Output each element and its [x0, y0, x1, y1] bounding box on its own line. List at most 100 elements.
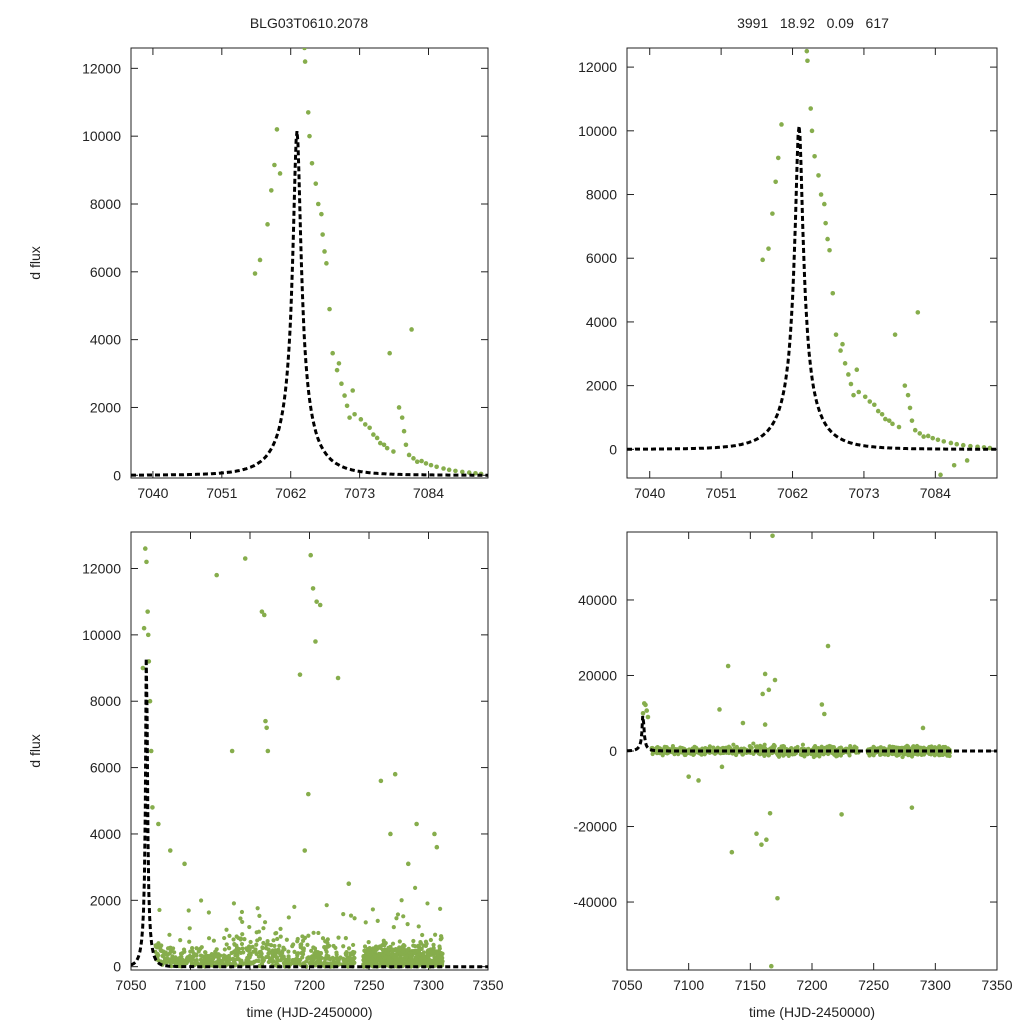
data-point — [766, 687, 772, 693]
x-tick-label: 7150 — [234, 977, 265, 993]
data-point — [307, 960, 312, 966]
data-point — [187, 926, 192, 931]
data-point — [411, 960, 416, 965]
x-tick-label: 7350 — [981, 977, 1012, 993]
data-point — [344, 403, 350, 409]
data-point — [371, 432, 376, 437]
x-axis-label: time (HJD-2450000) — [749, 1004, 875, 1020]
data-point — [308, 552, 313, 558]
data-point — [246, 959, 251, 964]
x-tick-label: 7073 — [344, 485, 375, 501]
data-point — [932, 753, 937, 758]
data-point — [345, 955, 350, 961]
data-point — [312, 946, 318, 951]
data-point — [313, 181, 319, 186]
data-point — [291, 942, 296, 947]
data-point — [247, 924, 252, 930]
y-tick-label: 12000 — [578, 59, 617, 75]
data-point — [375, 918, 380, 923]
data-point — [352, 955, 357, 961]
data-point — [343, 936, 348, 941]
data-point — [886, 418, 892, 423]
data-point — [352, 960, 357, 965]
y-tick-label: 4000 — [90, 332, 121, 348]
data-point — [319, 211, 324, 217]
data-point — [840, 341, 845, 347]
data-point — [892, 332, 898, 337]
data-point — [372, 946, 378, 951]
data-point — [248, 952, 253, 957]
data-point — [153, 943, 158, 948]
data-point — [325, 940, 330, 946]
data-point — [262, 920, 268, 925]
data-point — [250, 944, 255, 949]
data-point — [247, 947, 252, 952]
data-point — [148, 748, 154, 754]
data-point — [342, 393, 347, 398]
data-point — [374, 435, 380, 441]
data-point — [809, 128, 815, 134]
data-point — [769, 963, 774, 969]
data-point — [306, 933, 311, 938]
data-point — [729, 849, 735, 855]
data-point — [223, 956, 228, 962]
data-point — [432, 955, 437, 960]
data-point — [229, 748, 235, 754]
data-point — [394, 916, 399, 921]
data-point — [367, 425, 372, 431]
data-point — [878, 748, 883, 753]
figure-title-left: BLG03T0610.2078 — [250, 15, 369, 31]
x-tick-label: 7250 — [858, 977, 889, 993]
data-point — [239, 909, 245, 915]
data-point — [214, 572, 219, 578]
y-axis-label: d flux — [27, 734, 43, 767]
data-point — [825, 643, 831, 649]
data-point — [330, 955, 335, 960]
data-point — [157, 907, 162, 913]
data-point — [682, 752, 687, 758]
data-point — [968, 443, 973, 449]
data-point — [839, 812, 844, 817]
data-point — [314, 599, 319, 604]
data-point — [388, 831, 393, 837]
data-point — [224, 960, 229, 966]
data-point — [239, 941, 245, 947]
data-point — [296, 951, 301, 956]
data-point — [405, 861, 411, 867]
data-point — [453, 468, 458, 474]
data-point — [434, 464, 439, 470]
data-point — [412, 885, 418, 890]
data-point — [268, 188, 274, 193]
data-point — [282, 947, 287, 952]
data-point — [286, 915, 291, 920]
y-tick-label: 2000 — [90, 892, 121, 908]
data-point — [260, 945, 265, 951]
data-point — [306, 955, 311, 960]
data-point — [818, 192, 824, 197]
data-point — [198, 898, 204, 903]
data-point — [213, 954, 218, 959]
data-point — [216, 958, 221, 963]
y-tick-label: 4000 — [90, 826, 121, 842]
data-point — [431, 942, 436, 947]
data-point — [823, 220, 828, 226]
data-point — [318, 951, 324, 956]
data-point — [255, 906, 260, 911]
data-point — [764, 837, 769, 843]
data-point — [964, 458, 970, 463]
data-point — [158, 948, 163, 953]
model-curve — [627, 715, 997, 753]
data-point — [384, 445, 390, 451]
data-point — [401, 428, 407, 434]
data-point — [770, 533, 775, 539]
data-point — [305, 942, 310, 947]
data-point — [411, 456, 416, 461]
data-point — [256, 954, 261, 959]
data-point — [362, 422, 368, 427]
x-tick-label: 7100 — [175, 977, 206, 993]
data-point — [327, 306, 332, 312]
data-point — [772, 677, 778, 683]
data-point — [240, 946, 245, 951]
data-point — [372, 953, 378, 959]
data-point — [822, 711, 827, 717]
